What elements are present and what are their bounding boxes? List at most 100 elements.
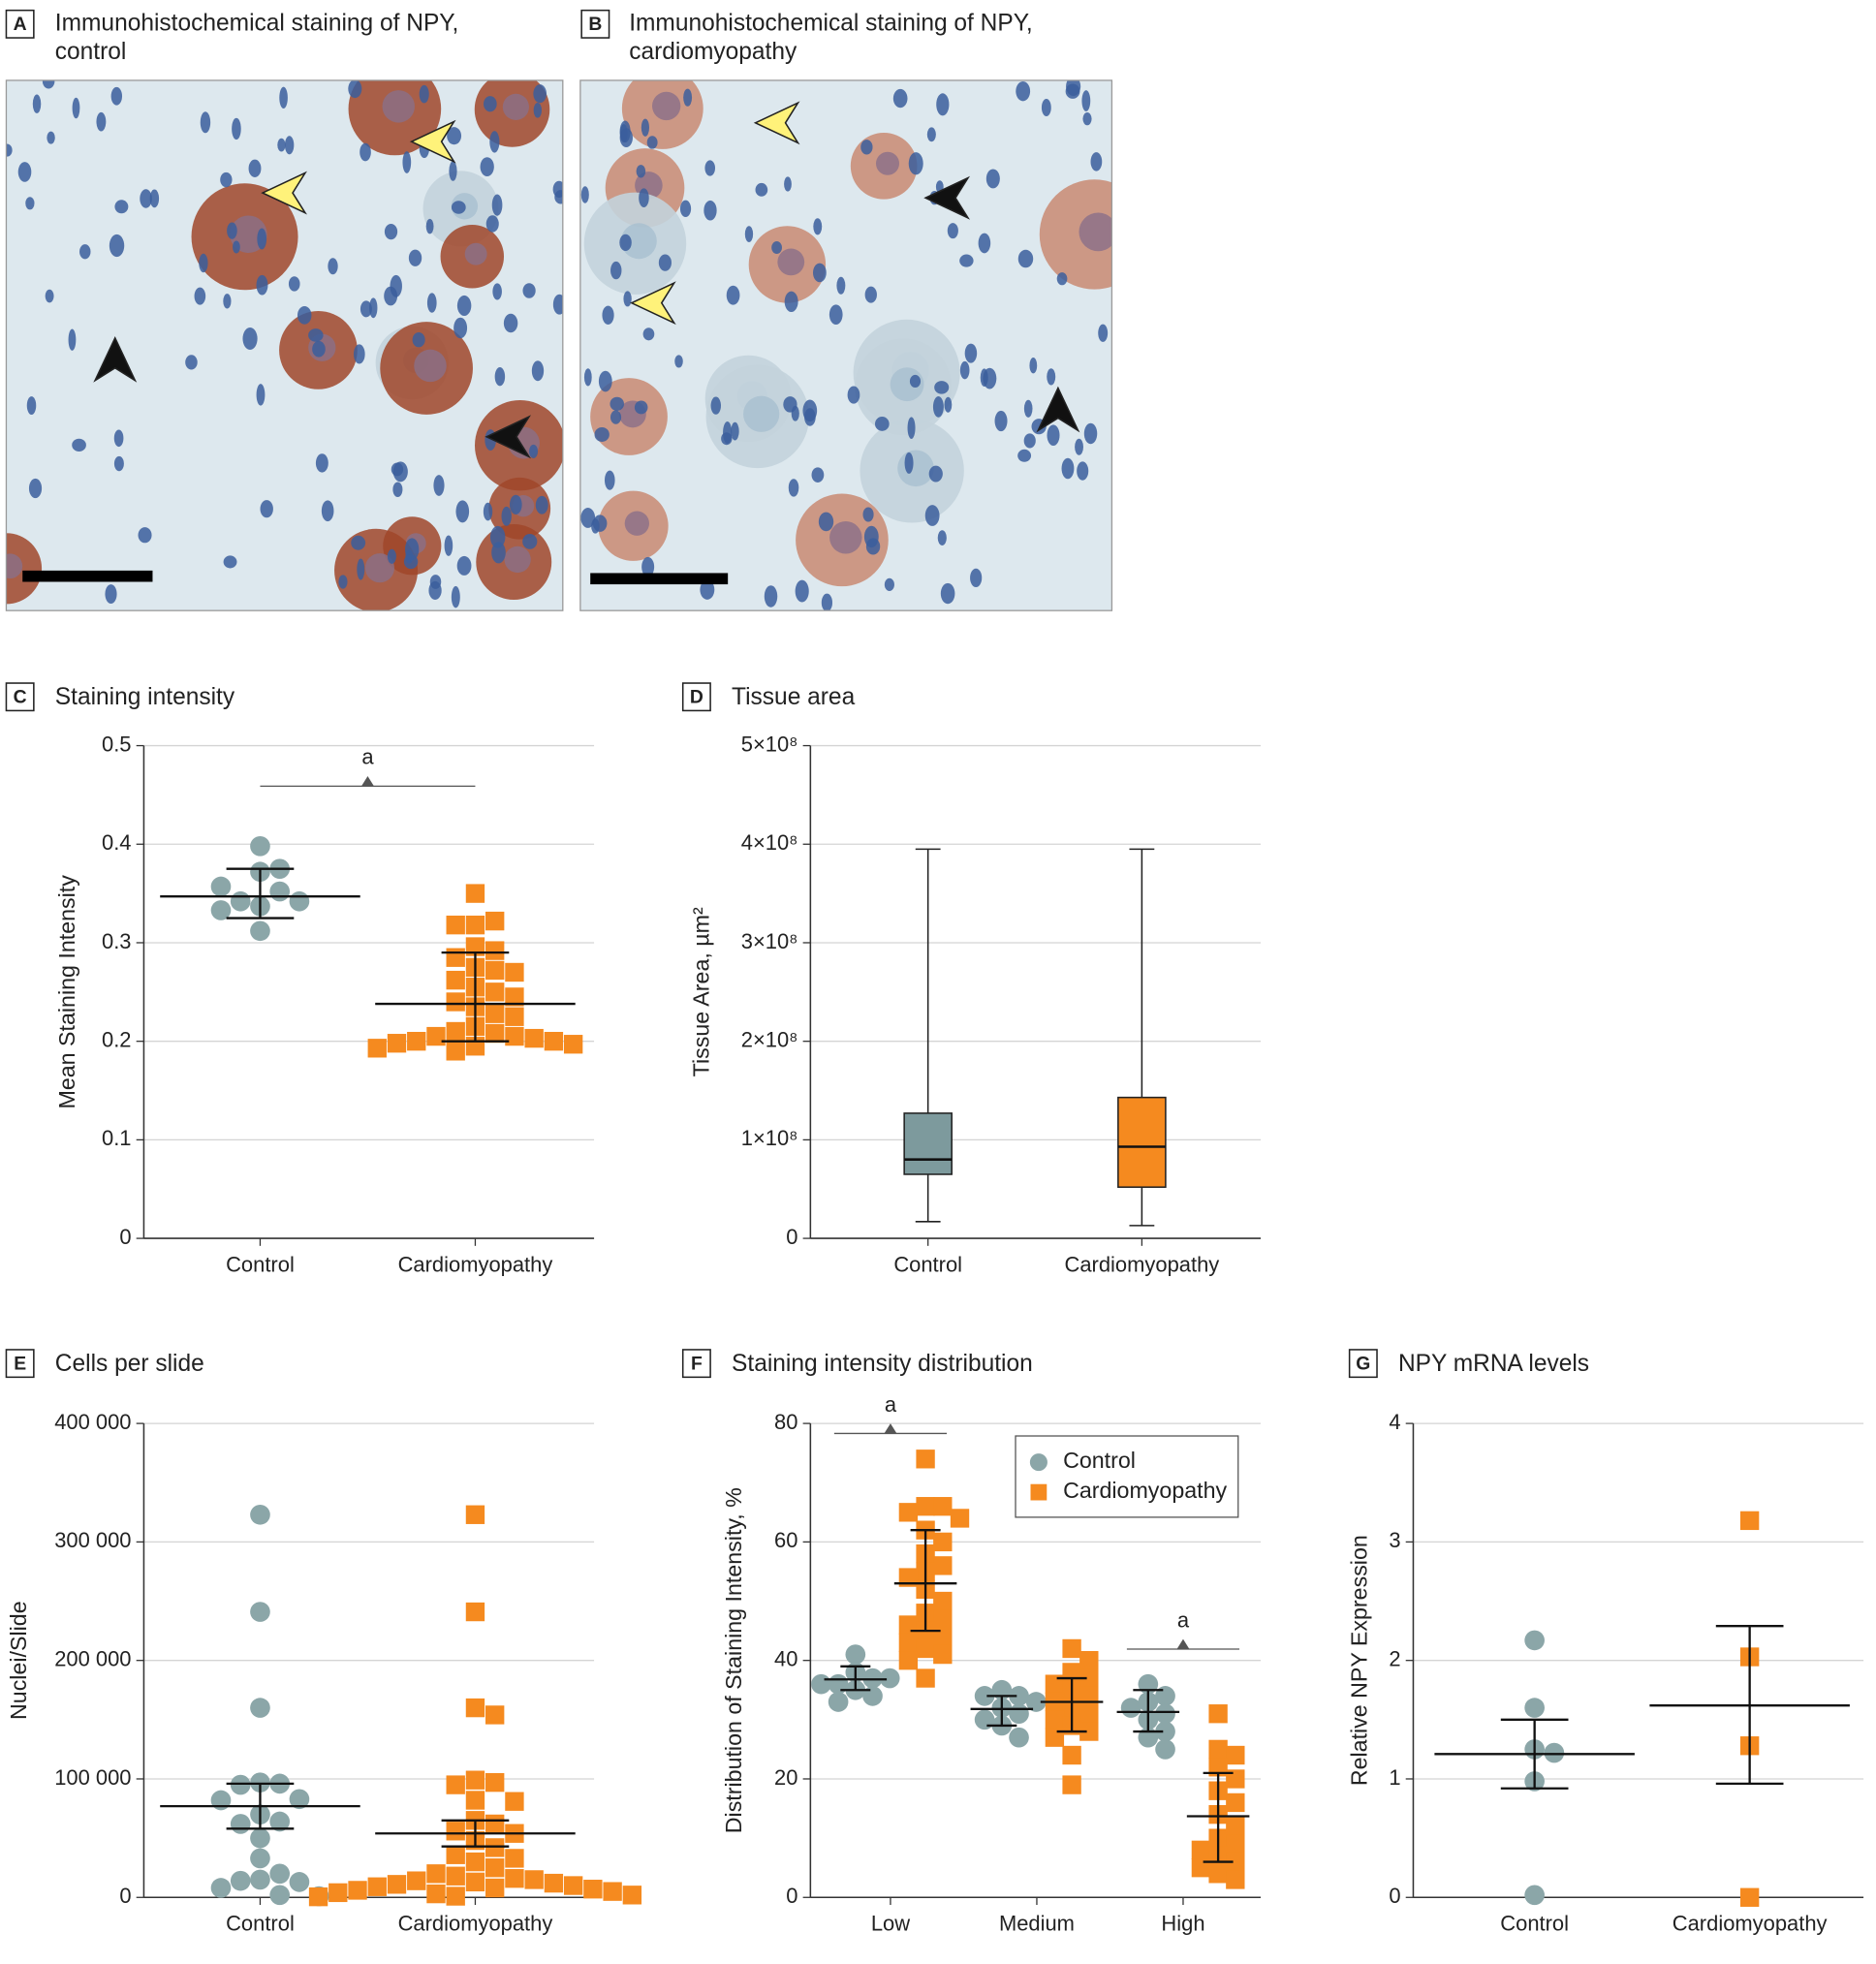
data-point bbox=[250, 1602, 270, 1622]
cell-nucleus bbox=[624, 511, 650, 536]
nucleus bbox=[864, 286, 877, 303]
data-point bbox=[485, 1772, 505, 1793]
data-point bbox=[898, 1568, 919, 1587]
data-point bbox=[1155, 1739, 1175, 1760]
nucleus bbox=[619, 234, 632, 252]
data-point bbox=[485, 1814, 505, 1834]
nucleus bbox=[408, 249, 422, 266]
nucleus bbox=[456, 555, 472, 576]
data-point bbox=[426, 1864, 446, 1884]
nucleus bbox=[412, 332, 425, 348]
nucleus bbox=[731, 421, 739, 441]
y-tick-label: 0 bbox=[1389, 1884, 1400, 1908]
nucleus bbox=[602, 305, 614, 326]
data-point bbox=[1045, 1710, 1065, 1730]
nucleus bbox=[17, 162, 32, 182]
data-point bbox=[485, 1004, 505, 1023]
nucleus bbox=[79, 244, 91, 260]
data-point bbox=[250, 1869, 270, 1890]
arrowhead bbox=[409, 119, 456, 164]
nucleus bbox=[1081, 90, 1091, 111]
y-tick-label: 3×10⁸ bbox=[741, 929, 798, 953]
nucleus bbox=[138, 527, 152, 544]
nucleus bbox=[641, 118, 650, 137]
y-tick-label: 20 bbox=[774, 1765, 797, 1790]
data-point bbox=[250, 835, 270, 857]
nucleus bbox=[72, 438, 86, 452]
nucleus bbox=[501, 506, 512, 526]
y-tick-label: 60 bbox=[774, 1528, 797, 1552]
x-tick-label: Cardiomyopathy bbox=[1673, 1911, 1828, 1935]
data-point bbox=[933, 1497, 953, 1516]
data-point bbox=[524, 1028, 544, 1048]
y-tick-label: 300 000 bbox=[54, 1528, 131, 1552]
nucleus bbox=[456, 295, 472, 317]
nucleus bbox=[404, 538, 420, 561]
nucleus bbox=[492, 283, 502, 300]
data-point bbox=[1226, 1870, 1245, 1889]
cell-nucleus bbox=[464, 242, 487, 265]
data-point bbox=[1226, 1817, 1245, 1836]
data-point bbox=[1191, 1840, 1211, 1860]
data-point bbox=[916, 1638, 935, 1659]
nucleus bbox=[451, 585, 460, 608]
data-point bbox=[446, 1866, 465, 1886]
cell-nucleus bbox=[620, 223, 657, 260]
y-tick-label: 0.1 bbox=[102, 1126, 132, 1150]
data-point bbox=[1120, 1698, 1141, 1718]
data-point bbox=[446, 1845, 465, 1864]
nucleus bbox=[1083, 422, 1098, 445]
nucleus bbox=[483, 96, 497, 112]
x-tick-label: Low bbox=[871, 1911, 910, 1935]
arrowhead bbox=[1036, 386, 1080, 433]
nucleus bbox=[908, 152, 923, 175]
data-point bbox=[1226, 1745, 1245, 1765]
nucleus bbox=[242, 327, 258, 350]
data-point bbox=[250, 1504, 270, 1525]
data-point bbox=[250, 1848, 270, 1869]
nucleus bbox=[605, 470, 615, 490]
data-point bbox=[933, 1591, 953, 1611]
data-point bbox=[289, 1872, 310, 1892]
nucleus bbox=[384, 223, 398, 240]
data-point bbox=[289, 890, 310, 912]
nucleus bbox=[978, 233, 991, 254]
data-point bbox=[446, 915, 465, 935]
arrowhead bbox=[923, 175, 971, 220]
cell-nucleus bbox=[1079, 212, 1112, 252]
data-point bbox=[230, 1774, 251, 1795]
data-point bbox=[898, 1633, 919, 1653]
nucleus bbox=[489, 525, 506, 548]
data-point bbox=[230, 1814, 251, 1834]
nucleus bbox=[1082, 112, 1092, 126]
data-point bbox=[1079, 1704, 1099, 1724]
nucleus bbox=[594, 426, 610, 442]
data-point bbox=[210, 876, 232, 897]
panel-title: Immunohistochemical staining of NPY, bbox=[55, 10, 459, 36]
data-point bbox=[367, 1039, 387, 1058]
y-axis-label: Relative NPY Expression bbox=[1346, 1535, 1371, 1786]
nucleus bbox=[744, 226, 754, 242]
panel-title: Immunohistochemical staining of NPY, bbox=[629, 10, 1033, 36]
nucleus bbox=[813, 218, 823, 235]
data-point bbox=[1062, 1745, 1081, 1765]
y-axis-label: Tissue Area, µm² bbox=[688, 907, 713, 1076]
scale-bar bbox=[22, 570, 153, 582]
significance-marker bbox=[361, 776, 374, 787]
nucleus bbox=[904, 452, 914, 474]
nucleus bbox=[641, 556, 655, 577]
x-tick-label: Control bbox=[1500, 1911, 1569, 1935]
nucleus bbox=[1090, 152, 1103, 171]
nucleus bbox=[528, 444, 539, 458]
nucleus bbox=[47, 131, 55, 144]
data-point bbox=[544, 1873, 564, 1893]
chart-title: Staining intensity distribution bbox=[732, 1351, 1033, 1377]
data-point bbox=[1079, 1668, 1099, 1688]
nucleus bbox=[256, 384, 266, 406]
legend-swatch bbox=[1030, 1483, 1047, 1501]
data-point bbox=[1079, 1722, 1099, 1741]
panel-label: G bbox=[1356, 1354, 1370, 1375]
nucleus bbox=[444, 535, 453, 556]
nucleus bbox=[232, 117, 241, 140]
nucleus bbox=[297, 306, 312, 325]
